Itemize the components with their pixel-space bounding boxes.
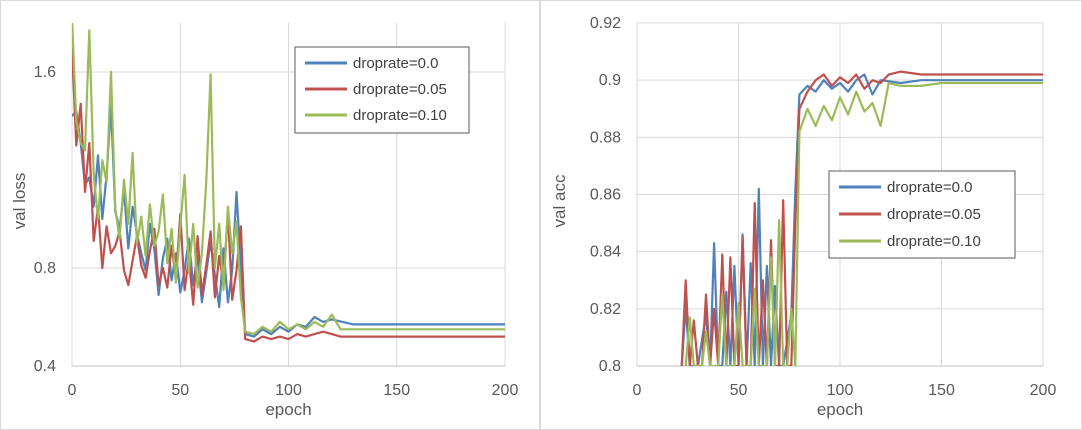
series-line [680,73,1043,366]
x-tick-label: 150 [383,382,410,399]
x-tick-label: 100 [827,382,854,399]
x-tick-label: 50 [730,382,748,399]
legend-entry: droprate=0.10 [887,233,981,250]
x-tick-label: 0 [633,382,642,399]
series-line [680,70,1043,366]
x-tick-label: 100 [275,382,302,399]
y-tick-label: 0.86 [590,187,621,204]
y-tick-label: 0.9 [599,72,621,89]
y-tick-label: 0.4 [34,358,56,375]
x-tick-label: 200 [1030,382,1057,399]
x-tick-label: 0 [68,382,77,399]
y-tick-label: 0.84 [590,244,621,261]
legend-entry: droprate=0.0 [353,55,438,72]
val-acc-chart: 0.8 0.82 0.84 0.86 0.88 0.9 0.92 0 50 100 150 200 va… [550,15,1057,419]
y-axis-title: val acc [550,174,569,227]
y-axis-title: val loss [10,173,29,230]
series-line [684,81,1043,366]
y-tick-label: 1.6 [34,64,56,81]
val-loss-chart-panel: 0.4 0.8 1.6 0 50 100 150 200 val loss epoch dropra… [0,0,540,430]
val-loss-chart: 0.4 0.8 1.6 0 50 100 150 200 val loss epoch dropra… [10,23,519,419]
legend-entry: droprate=0.05 [887,206,981,223]
y-tick-label: 0.8 [599,358,621,375]
legend-entry: droprate=0.0 [887,179,972,196]
legend: droprate=0.0 droprate=0.05 droprate=0.10 [294,46,470,134]
y-tick-label: 0.92 [590,15,621,32]
y-tick-label: 0.88 [590,129,621,146]
y-tick-label: 0.8 [34,260,56,277]
legend-entry: droprate=0.05 [353,81,447,98]
val-acc-chart-panel: 0.8 0.82 0.84 0.86 0.88 0.9 0.92 0 50 100 150 200 va… [540,0,1082,430]
legend: droprate=0.0 droprate=0.05 droprate=0.10 [828,170,1016,259]
x-tick-label: 50 [171,382,189,399]
y-tick-label: 0.82 [590,301,621,318]
x-tick-label: 200 [492,382,519,399]
x-tick-label: 150 [928,382,955,399]
x-axis-title: epoch [265,400,311,419]
legend-entry: droprate=0.10 [353,107,447,124]
x-axis-title: epoch [817,400,863,419]
series-line [72,23,505,336]
